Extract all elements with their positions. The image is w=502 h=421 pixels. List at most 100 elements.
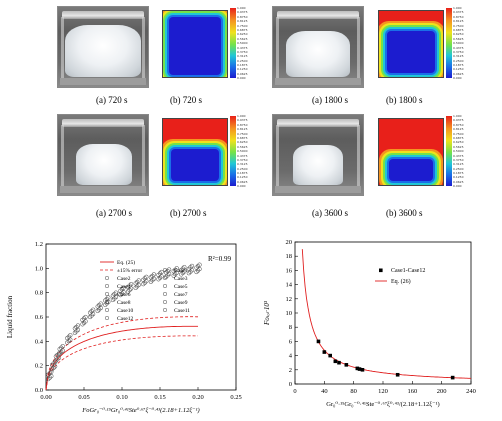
data-point: [49, 367, 55, 372]
solid-region: [389, 159, 433, 181]
legend-marker: [162, 299, 168, 305]
y-tick-label: 18: [286, 253, 293, 260]
y-tick-label: 0.8: [35, 290, 43, 297]
data-point: [83, 314, 88, 320]
legend-case-label: Case9: [174, 300, 188, 306]
data-point: [148, 275, 154, 280]
x-axis-label: Gr₀⁰·¹⁵Gr₀⁻⁰·⁴¹Ste⁻⁰·⁶⁷ξ⁰·⁴³/(2.18+1.12ξ…: [326, 401, 439, 408]
data-point: [328, 353, 332, 358]
x-tick-label: 80: [350, 388, 357, 395]
x-tick-label: 0.10: [116, 394, 127, 401]
legend-case-label: Case5: [174, 284, 188, 290]
legend-marker: [162, 267, 168, 273]
data-point: [118, 292, 123, 298]
y-tick-label: 0.4: [35, 338, 44, 345]
data-point: [87, 310, 93, 315]
data-point: [87, 314, 93, 320]
data-point: [55, 352, 60, 358]
data-point: [74, 324, 79, 330]
data-point: [166, 267, 172, 272]
x-tick-label: 40: [321, 388, 328, 395]
data-point: [173, 267, 178, 272]
y-tick-label: 0.6: [35, 314, 44, 321]
data-point: [97, 302, 102, 308]
solid-region: [387, 31, 435, 73]
caption-simulation: (b) 720 s: [170, 95, 202, 105]
data-point: [197, 262, 202, 267]
data-point: [136, 278, 141, 283]
legend-case-label: Case10: [117, 308, 133, 314]
legend-eq-label: Eq. (25): [117, 259, 135, 266]
data-point: [195, 263, 201, 269]
data-point: [180, 266, 185, 271]
data-point: [49, 362, 55, 368]
legend-marker: [104, 283, 110, 289]
y-tick-label: 6: [289, 338, 293, 345]
data-point: [53, 354, 59, 359]
x-tick-label: 0.15: [154, 394, 165, 401]
data-point: [141, 282, 146, 287]
plot-frame: [45, 243, 237, 391]
legend-case-label: Case6: [117, 292, 131, 298]
y-tick-label: 0.0: [35, 387, 43, 394]
data-point: [65, 340, 70, 345]
data-point: [51, 361, 56, 366]
legend-case-label: Case12: [117, 316, 133, 322]
data-point: [360, 368, 365, 372]
colorbar-ticks: 1.000 0.9375 0.8750 0.8125 0.7500 0.6875 0.625…: [453, 114, 464, 189]
data-point: [57, 346, 62, 352]
data-point: [322, 350, 327, 354]
data-point: [156, 272, 161, 278]
data-point: [81, 316, 87, 321]
data-point: [113, 290, 119, 295]
data-point: [80, 322, 85, 327]
data-point: [57, 351, 62, 356]
data-point: [151, 272, 157, 277]
x-tick-label: 200: [437, 388, 447, 395]
data-point: [98, 301, 103, 306]
colorbar: [230, 8, 236, 78]
x-axis-label: FoGr₀⁻⁰·¹⁵Gr₀⁰·⁴¹Ste⁰·⁶⁷ξ⁻⁰·⁴³(2.18+1.12…: [81, 407, 199, 414]
y-tick-label: 1.0: [35, 265, 43, 272]
caption-photo: (a) 720 s: [96, 95, 128, 105]
y-axis-label: Foₜₒₜ·10³: [263, 300, 271, 326]
data-point: [337, 360, 341, 365]
data-point: [156, 277, 161, 282]
simulation-contour: [378, 118, 444, 186]
y-tick-label: 8: [289, 324, 292, 331]
data-point: [194, 269, 199, 275]
data-point: [171, 273, 176, 278]
y-tick-label: 0: [289, 381, 292, 388]
data-point: [179, 267, 184, 273]
data-point: [174, 266, 179, 271]
data-point: [189, 263, 195, 269]
experiment-photo: [272, 114, 364, 196]
plot-frame: [294, 241, 472, 385]
data-point: [395, 372, 400, 377]
x-tick-label: 0: [293, 388, 296, 395]
y-tick-label: 4: [289, 353, 293, 360]
data-point: [66, 334, 71, 339]
data-point: [159, 269, 164, 275]
data-point: [110, 293, 116, 298]
y-tick-label: 20: [286, 239, 293, 246]
legend-case-label: Case8: [117, 300, 131, 306]
data-point: [133, 281, 138, 286]
data-point: [46, 376, 51, 382]
caption-photo: (a) 2700 s: [96, 208, 132, 218]
colorbar-ticks: 1.000 0.9375 0.8750 0.8125 0.7500 0.6875 0.625…: [237, 6, 248, 81]
experiment-photo: [272, 6, 364, 88]
data-point: [188, 265, 193, 270]
colorbar: [230, 116, 236, 186]
data-point: [135, 279, 140, 285]
data-point: [344, 363, 349, 367]
data-point: [121, 285, 126, 290]
x-tick-label: 160: [407, 388, 417, 395]
data-point: [125, 284, 131, 290]
liquid-fraction-chart: 0.00 0.05 0.10 0.15 0.20 0.25 0.0 0.2 0.4 0.6 0.8 1…: [6, 241, 242, 414]
data-point: [75, 323, 81, 328]
data-point: [171, 269, 176, 274]
legend-curve-label: Eq. (26): [391, 278, 411, 285]
y-tick-label: 16: [286, 267, 293, 274]
simulation-contour: [162, 118, 228, 186]
